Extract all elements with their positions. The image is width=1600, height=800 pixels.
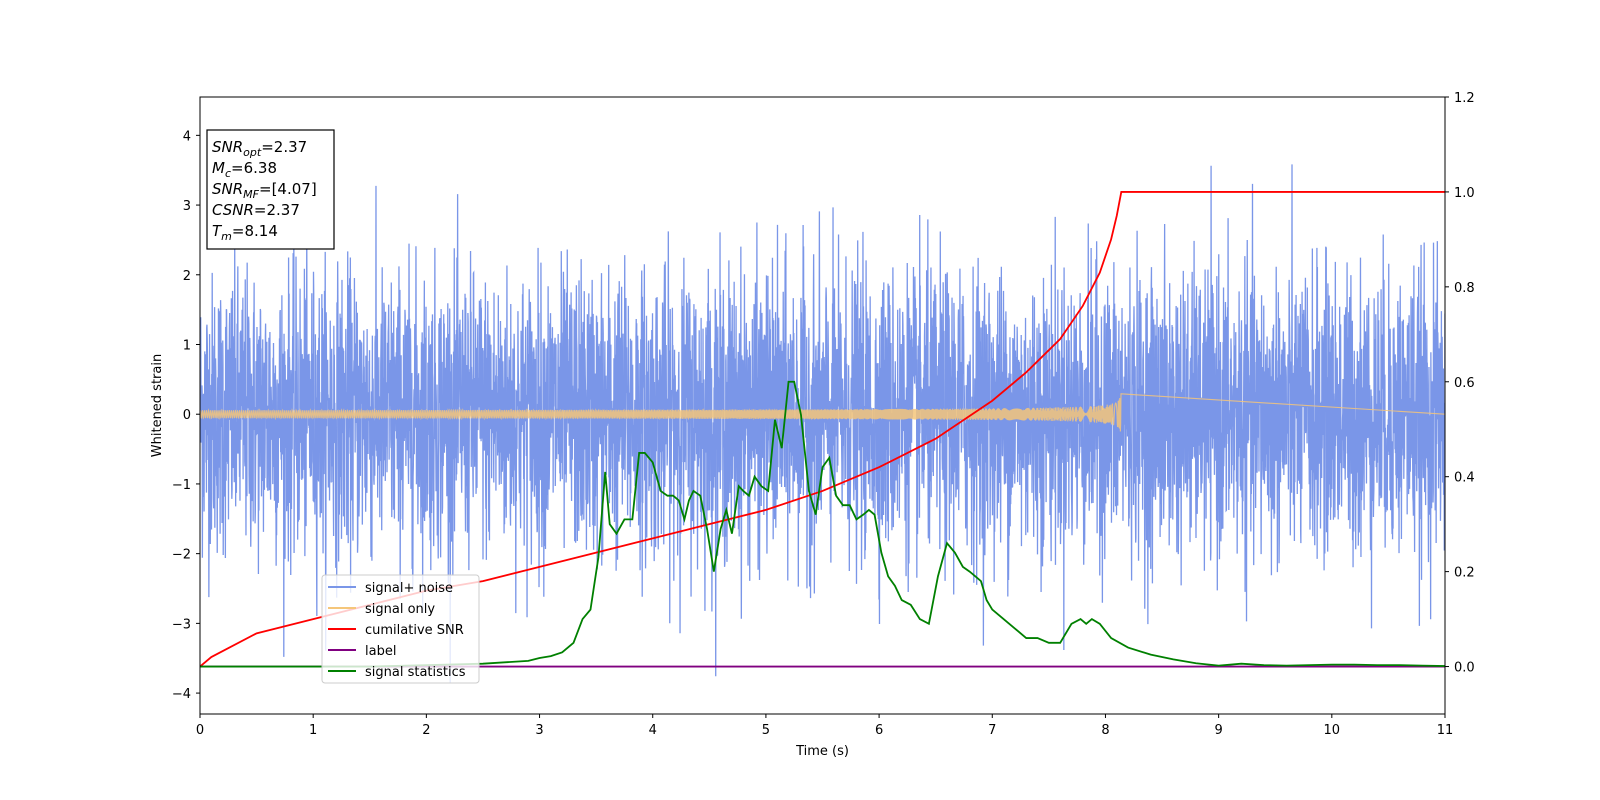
x-tick-label: 4 [649,723,657,738]
x-tick-label: 9 [1214,723,1222,738]
legend-entry: cumilative SNR [365,623,464,638]
y-tick-label: 0 [183,408,191,423]
y-right-tick-label: 0.4 [1454,471,1475,486]
x-tick-label: 7 [988,723,996,738]
x-tick-label: 11 [1437,723,1454,738]
y-right-tick-label: 0.8 [1454,281,1475,296]
legend-box [321,574,480,684]
plot-frame [199,96,1446,715]
info-line: Tm=8.14 [212,222,278,243]
x-tick-label: 6 [875,723,883,738]
legend: signal+ noise signal only cumilative SNR la… [321,574,480,684]
series-signal-only [200,393,1445,432]
y-right-tick-label: 0.6 [1454,376,1475,391]
info-line: SNRopt=2.37 [212,138,307,159]
y-tick-label: 3 [183,199,191,214]
series-signal-statistics [200,380,1445,668]
x-tick-label: 3 [535,723,543,738]
legend-entry: signal+ noise [365,581,453,596]
y-tick-label: −3 [172,617,191,632]
legend-entry: signal statistics [365,665,466,680]
series-signal-noise [200,164,1445,683]
y-tick-label: 4 [183,129,191,144]
y-axis-label: Whitened strain [150,354,165,457]
y-tick-label: −1 [172,478,191,493]
info-line: CSNR=2.37 [212,201,300,219]
x-tick-label: 2 [422,723,430,738]
x-tick-label: 0 [196,723,204,738]
y-tick-label: −4 [172,687,191,702]
info-line: SNRMF=[4.07] [212,180,317,201]
x-tick-label: 10 [1324,723,1341,738]
y-tick-label: −2 [172,548,191,563]
y-right-tick-label: 0.2 [1454,566,1475,581]
legend-entry: signal only [365,602,435,617]
axes: 0 1 2 3 4 5 6 7 8 9 10 11 −4 −3 −2 −1 0 1 2 3 4 0.0 0.2 0.4 0.6 0… [150,91,1475,759]
info-box-frame [206,129,335,250]
y-tick-label: 1 [183,338,191,353]
info-line: Mc=6.38 [212,159,277,180]
x-tick-label: 1 [309,723,317,738]
y-tick-label: 2 [183,269,191,284]
y-right-tick-label: 1.0 [1454,186,1475,201]
x-tick-label: 8 [1101,723,1109,738]
y-right-tick-label: 1.2 [1454,91,1475,106]
legend-entry: label [365,644,396,659]
x-tick-label: 5 [762,723,770,738]
x-axis-label: Time (s) [795,744,849,759]
y-right-tick-label: 0.0 [1454,661,1475,676]
